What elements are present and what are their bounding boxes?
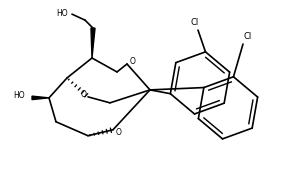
Text: HO: HO xyxy=(56,9,68,18)
Text: O: O xyxy=(129,57,135,66)
Text: HO: HO xyxy=(13,91,25,100)
Text: Cl: Cl xyxy=(244,32,252,41)
Polygon shape xyxy=(91,28,95,58)
Text: O: O xyxy=(115,128,121,137)
Polygon shape xyxy=(32,96,49,100)
Text: O: O xyxy=(81,90,86,99)
Text: Cl: Cl xyxy=(191,18,199,27)
